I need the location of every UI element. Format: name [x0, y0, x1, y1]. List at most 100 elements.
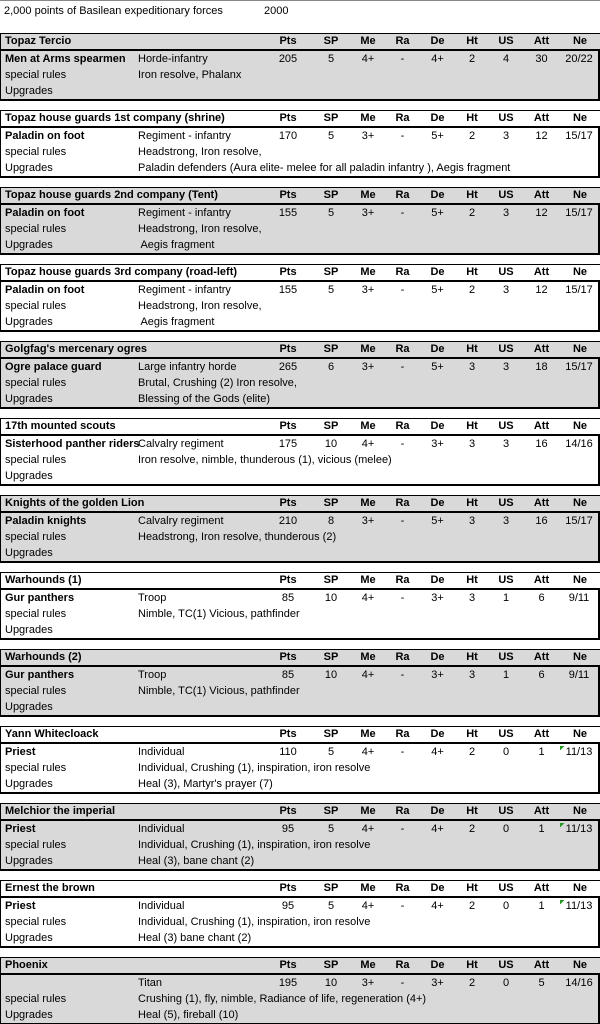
stat-ne: 11/13 [560, 899, 598, 914]
upgrades-label: Upgrades [5, 546, 53, 559]
col-header-us: US [498, 112, 514, 124]
special-rules-row: special rules Crushing (1), fly, nimble,… [1, 991, 598, 1007]
col-header-us: US [498, 420, 514, 432]
special-rules-row: special rules Individual, Crushing (1), … [1, 914, 598, 930]
stat-ra: - [400, 976, 405, 989]
col-header-sp: SP [323, 112, 339, 124]
col-header-de: De [430, 112, 445, 124]
special-rules-label: special rules [5, 607, 67, 620]
col-header-sp: SP [323, 343, 339, 355]
stat-att: 6 [538, 668, 545, 681]
special-rules-row: special rules Individual, Crushing (1), … [1, 837, 598, 853]
block-header-row: Topaz house guards 3rd company (road-lef… [0, 264, 600, 282]
block-header-row: Golgfag's mercenary ogres Pts SP Me Ra De Ht U… [0, 341, 600, 359]
block-title: Warhounds (1) [5, 574, 82, 586]
block-title: Topaz house guards 1st company (shrine) [5, 112, 225, 124]
block-title: Warhounds (2) [5, 651, 82, 663]
stat-sp: 8 [327, 514, 335, 527]
upgrades-text: Paladin defenders (Aura elite- melee for… [138, 161, 511, 174]
unit-stat-row: Gur panthers Troop 85 10 4+ - 3+ 3 1 6 9/11 [1, 667, 598, 683]
special-rules-text: Nimble, TC(1) Vicious, pathfinder [138, 684, 300, 697]
unit-type: Calvalry regiment [138, 514, 224, 527]
stat-ht: 3 [468, 360, 476, 373]
col-header-ra: Ra [395, 35, 410, 47]
stat-pts: 95 [281, 899, 295, 912]
block-header-row: Knights of the golden Lion Pts SP Me Ra De Ht… [0, 495, 600, 513]
unit-name: Paladin on foot [5, 283, 85, 296]
special-rules-text: Iron resolve, Phalanx [138, 68, 242, 81]
stat-ht: 2 [468, 822, 476, 835]
unit-type: Regiment - infantry [138, 206, 231, 219]
stat-ra: - [400, 822, 405, 835]
special-rules-label: special rules [5, 145, 67, 158]
block-title: Golgfag's mercenary ogres [5, 343, 148, 355]
col-header-ne: Ne [572, 112, 588, 124]
stat-us: 3 [502, 514, 510, 527]
upgrades-row: Upgrades Paladin defenders (Aura elite- … [1, 160, 598, 176]
stat-me: 3+ [361, 514, 375, 527]
stat-de: 3+ [431, 668, 444, 681]
stat-att: 12 [535, 129, 548, 142]
col-header-ht: Ht [466, 266, 478, 278]
col-header-sp: SP [323, 35, 339, 47]
unit-block: Golgfag's mercenary ogres Pts SP Me Ra De Ht U… [0, 341, 600, 409]
unit-stat-row: Men at Arms spearmen Horde-infantry 205 5… [1, 51, 598, 67]
stat-de: 3+ [431, 591, 444, 604]
stat-ra: - [400, 899, 405, 912]
stat-att: 1 [538, 822, 545, 835]
col-header-ra: Ra [395, 728, 410, 740]
block-body: Paladin knights Calvalry regiment 210 8 3+… [0, 513, 600, 563]
col-header-ra: Ra [395, 651, 410, 663]
special-rules-text: Headstrong, Iron resolve, thunderous (2) [138, 530, 337, 543]
stat-pts: 195 [278, 976, 298, 989]
col-header-ra: Ra [395, 805, 410, 817]
col-header-de: De [430, 959, 445, 971]
stat-ne: 15/17 [565, 360, 593, 373]
stat-ra: - [400, 514, 405, 527]
stat-us: 0 [502, 822, 510, 835]
stat-ra: - [400, 360, 405, 373]
unit-block: Ernest the brown Pts SP Me Ra De Ht US Att Ne Pr… [0, 880, 600, 948]
col-header-ne: Ne [572, 651, 588, 663]
stat-sp: 5 [327, 899, 335, 912]
stat-sp: 5 [327, 283, 335, 296]
unit-type: Regiment - infantry [138, 129, 231, 142]
col-header-us: US [498, 882, 514, 894]
unit-name: Priest [5, 822, 36, 835]
col-header-sp: SP [323, 882, 339, 894]
stat-us: 3 [502, 283, 510, 296]
stat-ne: 15/17 [565, 283, 593, 296]
stat-pts: 95 [281, 822, 295, 835]
col-header-ht: Ht [466, 35, 478, 47]
stat-us: 4 [502, 52, 510, 65]
stat-sp: 10 [324, 591, 338, 604]
col-header-sp: SP [323, 189, 339, 201]
upgrades-text: Heal (3) bane chant (2) [138, 931, 252, 944]
unit-stat-row: Paladin on foot Regiment - infantry 155 5… [1, 205, 598, 221]
block-body: Titan 195 10 3+ - 3+ 2 0 5 14/16 special rules C… [0, 975, 600, 1024]
col-header-pts: Pts [279, 343, 297, 355]
special-rules-row: special rules Headstrong, Iron resolve, [1, 298, 598, 314]
upgrades-text: Blessing of the Gods (elite) [138, 392, 271, 405]
col-header-att: Att [533, 805, 550, 817]
special-rules-label: special rules [5, 222, 67, 235]
col-header-att: Att [533, 343, 550, 355]
block-body: Ogre palace guard Large infantry horde 2… [0, 359, 600, 409]
block-header-row: Topaz house guards 1st company (shrine) … [0, 110, 600, 128]
stat-me: 4+ [361, 52, 375, 65]
stat-ne: 9/11 [568, 668, 590, 681]
stat-ht: 2 [468, 976, 476, 989]
col-header-me: Me [360, 35, 376, 47]
col-header-pts: Pts [279, 497, 297, 509]
col-header-ht: Ht [466, 343, 478, 355]
upgrades-label: Upgrades [5, 161, 53, 174]
col-header-me: Me [360, 497, 376, 509]
upgrades-row: Upgrades [1, 699, 598, 715]
special-rules-row: special rules Nimble, TC(1) Vicious, pat… [1, 683, 598, 699]
block-body: Priest Individual 95 5 4+ - 4+ 2 0 1 11/13 speci… [0, 821, 600, 871]
col-header-me: Me [360, 574, 376, 586]
special-rules-row: special rules Brutal, Crushing (2) Iron … [1, 375, 598, 391]
stat-de: 5+ [431, 283, 444, 296]
stat-ht: 2 [468, 899, 476, 912]
